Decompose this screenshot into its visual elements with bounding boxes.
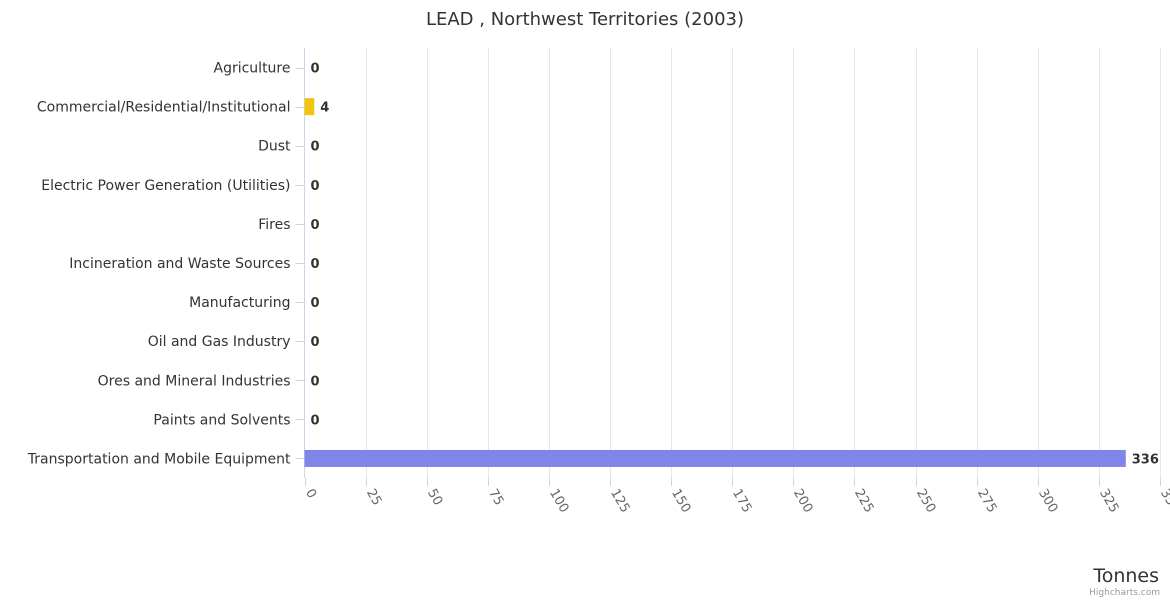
category-label: Incineration and Waste Sources — [69, 256, 290, 272]
data-label: 0 — [311, 296, 320, 311]
category-label: Oil and Gas Industry — [148, 334, 291, 350]
value-axis-title: Tonnes — [1092, 565, 1159, 587]
tick-label: 150 — [668, 487, 693, 516]
data-label: 0 — [311, 335, 320, 350]
tick-label: 250 — [913, 487, 938, 516]
tick-label: 25 — [363, 487, 384, 509]
category-label: Electric Power Generation (Utilities) — [41, 178, 290, 194]
tick-label: 275 — [974, 487, 999, 516]
tick-label: 50 — [424, 487, 445, 509]
category-label: Ores and Mineral Industries — [98, 373, 291, 389]
data-label: 336 — [1132, 452, 1159, 467]
data-label: 0 — [311, 140, 320, 155]
category-label: Transportation and Mobile Equipment — [27, 451, 291, 467]
tick-label: 200 — [790, 487, 815, 516]
tick-label: 100 — [546, 487, 571, 516]
category-label: Agriculture — [214, 61, 291, 77]
tick-label: 175 — [729, 487, 754, 516]
tick-label: 125 — [607, 487, 632, 516]
gridlines — [366, 48, 1161, 478]
data-label: 0 — [311, 62, 320, 77]
category-label: Manufacturing — [189, 295, 290, 311]
data-label: 0 — [311, 218, 320, 233]
data-label: 0 — [311, 179, 320, 194]
category-labels: Agriculture Commercial/Residential/Instit… — [27, 61, 305, 467]
tick-label: 325 — [1096, 487, 1121, 516]
tick-label: 75 — [485, 487, 506, 509]
category-label: Fires — [258, 217, 290, 233]
category-label: Paints and Solvents — [153, 412, 290, 428]
chart-title: LEAD , Northwest Territories (2003) — [426, 9, 744, 30]
data-label: 0 — [311, 257, 320, 272]
data-label: 0 — [311, 374, 320, 389]
data-labels: 0 4 0 0 0 0 0 0 0 0 336 — [311, 62, 1159, 468]
data-label: 4 — [320, 101, 329, 116]
credits-link[interactable]: Highcharts.com — [1089, 588, 1160, 598]
tick-label: 0 — [302, 487, 319, 502]
bars — [304, 98, 1126, 467]
tick-label: 350 — [1157, 487, 1170, 516]
tick-label: 300 — [1035, 487, 1060, 516]
value-axis-ticks: 0 25 50 75 100 125 150 175 200 225 250 275 300 325 350 — [302, 478, 1170, 516]
tick-label: 225 — [851, 487, 876, 516]
bar[interactable] — [304, 98, 315, 116]
category-label: Commercial/Residential/Institutional — [37, 100, 291, 116]
bar[interactable] — [304, 449, 1126, 467]
data-label: 0 — [311, 413, 320, 428]
category-label: Dust — [258, 139, 291, 155]
